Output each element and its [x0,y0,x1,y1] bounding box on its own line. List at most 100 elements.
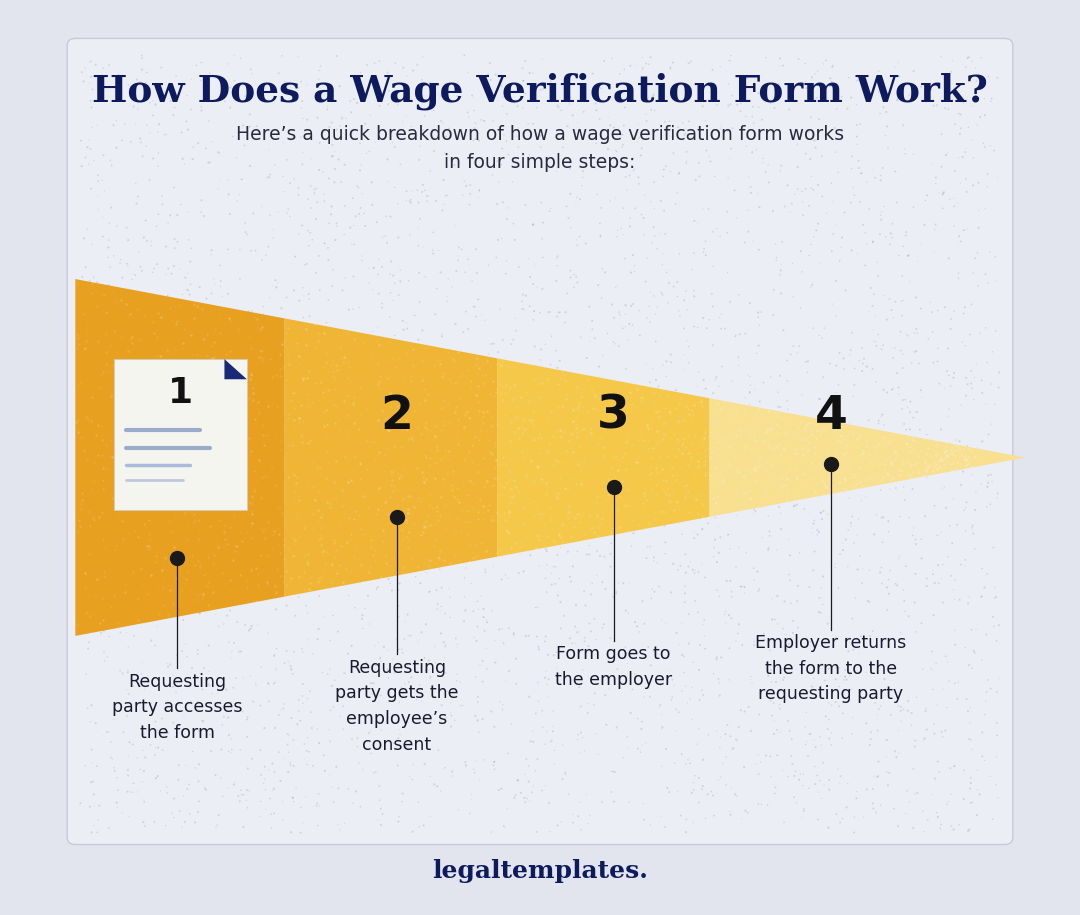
Point [823,484,840,499]
Point [480,347,497,361]
Point [475,113,492,128]
Point [625,457,643,471]
Point [486,754,503,769]
Point [514,101,531,115]
Point [568,625,585,640]
Point [957,501,974,515]
Point [769,685,786,700]
Point [330,549,348,564]
Point [872,483,889,498]
Point [943,568,960,583]
Point [951,434,969,448]
Point [528,101,545,115]
Point [717,778,734,792]
Point [471,183,488,198]
Point [94,60,111,75]
Point [646,585,663,599]
Point [747,504,765,519]
Point [711,493,728,508]
Point [686,319,703,334]
Point [840,70,858,85]
Point [738,71,755,86]
Point [310,249,327,264]
Point [833,132,850,146]
Point [120,809,137,824]
Point [865,334,882,349]
Point [294,218,311,232]
Point [382,210,400,224]
Point [97,544,114,558]
Point [161,677,178,692]
Point [689,527,706,542]
Point [503,175,521,189]
Point [490,175,508,189]
Point [755,78,772,92]
Point [713,457,730,471]
Point [681,83,699,98]
Point [514,302,531,317]
Point [90,590,107,605]
Point [642,818,659,833]
Point [732,96,750,111]
Point [989,171,1007,186]
Point [608,446,625,460]
Point [79,701,96,716]
Point [294,540,311,554]
Point [615,137,632,152]
Point [750,767,767,781]
Point [350,406,367,421]
Point [300,292,318,307]
Point [192,298,210,313]
Point [712,770,729,785]
Point [750,748,767,762]
Point [141,95,159,110]
Point [551,571,568,586]
Point [712,474,729,489]
Point [410,153,428,167]
Point [386,90,403,104]
Point [282,758,299,772]
Point [760,541,778,555]
Point [767,780,784,794]
Point [972,110,989,124]
Point [677,757,694,771]
Point [693,522,711,536]
Point [239,414,256,429]
Point [862,281,879,296]
Point [485,422,502,436]
Point [99,725,117,739]
Point [91,90,108,104]
Point [501,92,518,106]
Point [653,720,671,735]
Point [271,322,288,337]
Point [99,278,117,293]
Point [123,502,140,517]
Point [852,167,869,181]
Point [455,325,472,339]
Point [475,533,492,548]
Point [368,215,386,230]
Point [779,402,796,416]
Point [120,748,137,763]
Point [724,742,741,757]
Point [505,626,523,640]
Point [943,65,960,80]
Point [216,445,233,459]
Point [435,635,453,650]
Point [673,616,690,630]
Point [203,135,220,149]
Point [83,825,100,840]
Point [599,457,617,471]
Point [253,199,270,214]
Point [645,554,662,568]
Point [610,339,627,353]
Point [132,338,149,352]
Point [372,651,389,665]
Point [818,53,835,68]
Point [208,697,226,712]
Point [686,289,703,304]
Point [561,787,578,802]
Point [456,48,473,62]
Point [562,471,579,486]
Point [556,765,573,780]
